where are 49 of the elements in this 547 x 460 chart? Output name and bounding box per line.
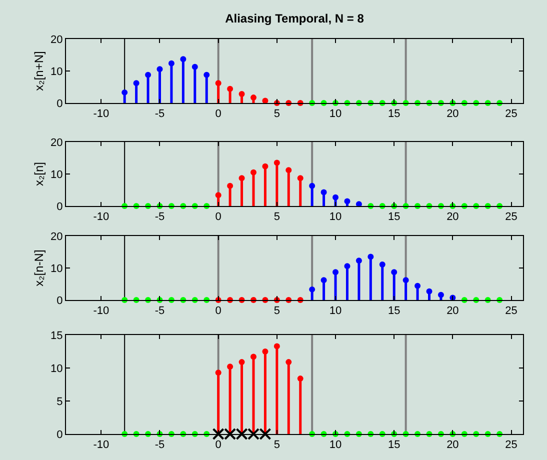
y-tick-label: 20 [50,136,63,149]
x-tick-label: 15 [388,305,400,318]
x-tick-label: 20 [446,305,459,318]
y-tick-label: 0 [56,294,63,307]
x-tick-label: -5 [154,211,165,224]
x-tick-label: -10 [93,305,110,318]
y-tick-label: 10 [50,362,63,375]
y-tick-label: 0 [56,200,63,213]
y-tick-label: 10 [50,168,63,181]
x-tick-label: 0 [215,439,222,452]
x-tick-label: 25 [505,211,518,224]
y-tick-label: 10 [50,262,63,275]
x-tick-label: 15 [388,211,400,224]
x-tick-label: 20 [446,211,459,224]
x-tick-label: 25 [505,305,518,318]
x-tick-label: -5 [154,439,165,452]
y-tick-label: 0 [56,98,63,110]
x-tick-label: -5 [154,305,165,318]
y-tick-label: 15 [50,330,63,342]
x-tick-label: 5 [274,305,280,318]
y-tick-label: 20 [50,34,63,46]
x-tick-label: 25 [505,439,518,452]
x-tick-label: 15 [388,439,400,452]
x-tick-label: 10 [329,211,342,224]
x-tick-label: 25 [505,108,518,120]
x-tick-label: 0 [215,211,222,224]
x-tick-label: 0 [215,108,222,120]
x-tick-label: 15 [388,108,400,120]
x-tick-label: -10 [93,439,110,452]
x-tick-label: 10 [329,108,342,120]
y-axis-title: x₂[n-N] [32,250,46,286]
y-axis-title: x₂[n] [32,162,46,186]
y-tick-label: 0 [56,428,63,441]
x-tick-label: 20 [446,439,459,452]
y-tick-label: 10 [50,66,63,78]
chart-title: Aliasing Temporal, N = 8 [225,11,364,26]
x-tick-label: 5 [274,439,280,452]
x-tick-label: -10 [93,108,110,120]
x-tick-label: 10 [329,305,342,318]
x-tick-label: 0 [215,305,222,318]
x-tick-label: 20 [446,108,459,120]
x-tick-label: 10 [329,439,342,452]
x-tick-label: 5 [274,108,280,120]
y-tick-label: 5 [56,396,63,408]
y-tick-label: 20 [50,230,63,243]
x-tick-label: 5 [274,211,280,224]
x-tick-label: -5 [154,108,165,120]
x-tick-label: -10 [93,211,110,224]
y-axis-title: x₂[n+N] [32,51,46,91]
